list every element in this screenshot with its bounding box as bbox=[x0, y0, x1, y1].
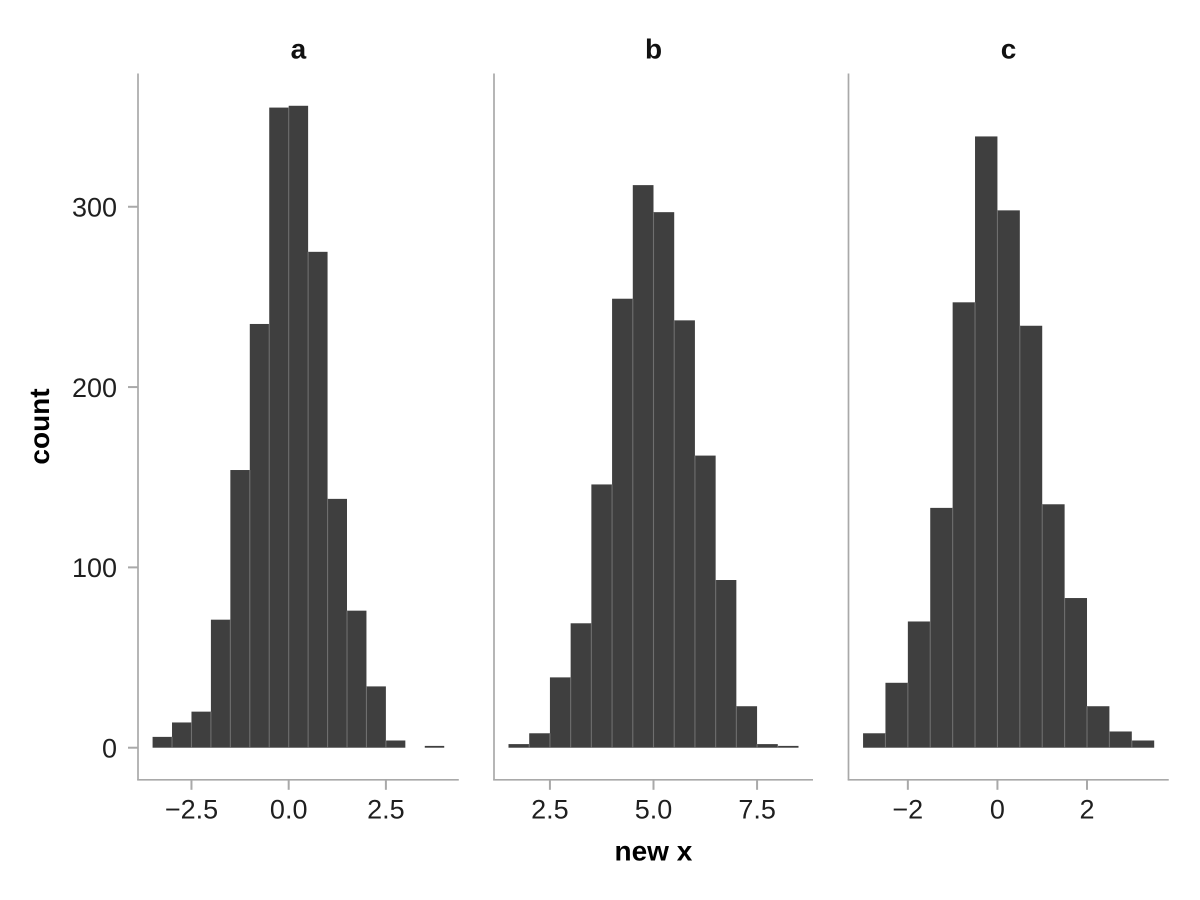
histogram-bar bbox=[1064, 598, 1088, 748]
facet-panel-c: −2 0 2 c bbox=[847, 34, 1169, 825]
histogram-bar bbox=[191, 711, 211, 748]
histogram-bar bbox=[385, 740, 406, 748]
histogram-bar bbox=[570, 623, 592, 748]
y-tick-label: 200 bbox=[72, 373, 117, 403]
x-tick-label: 0 bbox=[990, 795, 1005, 825]
histogram-bar bbox=[757, 744, 778, 748]
x-tick-label: 7.5 bbox=[738, 795, 776, 825]
histogram-bar bbox=[694, 455, 716, 748]
histogram-bar bbox=[997, 210, 1020, 748]
histogram-bar bbox=[1131, 740, 1155, 748]
histogram-bar bbox=[269, 107, 289, 748]
x-axis-title: new x bbox=[614, 836, 692, 867]
facet-strip-label: c bbox=[1001, 34, 1017, 65]
histogram-bar bbox=[777, 745, 799, 748]
histogram-bar bbox=[863, 733, 886, 748]
histogram-bar bbox=[288, 105, 309, 748]
histogram-bar bbox=[952, 302, 976, 748]
facet-strip-label: b bbox=[645, 34, 662, 65]
y-tick-label: 300 bbox=[72, 193, 117, 223]
histogram-bar bbox=[230, 470, 250, 748]
facet-panel-b: 2.5 5.0 7.5 b bbox=[493, 34, 813, 825]
histogram-bar bbox=[424, 745, 445, 748]
histogram-bar bbox=[907, 621, 931, 748]
histogram-bar bbox=[674, 320, 695, 748]
histogram-bar bbox=[508, 744, 530, 748]
histogram-bar bbox=[1109, 731, 1132, 748]
facet-panels: −2.5 0.0 2.5 0 100 200 300 a 2.5 5.0 7.5 b −2 0 2 c bbox=[72, 34, 1169, 825]
y-tick-label: 100 bbox=[72, 553, 117, 583]
histogram-bar bbox=[715, 580, 737, 748]
histogram-bar bbox=[591, 484, 613, 748]
histogram-bar bbox=[736, 706, 758, 748]
histogram-bar bbox=[172, 722, 192, 748]
histogram-bar bbox=[327, 498, 347, 748]
x-tick-label: 2.5 bbox=[367, 795, 405, 825]
histogram-bar bbox=[612, 298, 633, 748]
histogram-bar bbox=[1087, 706, 1110, 748]
x-tick-label: 2 bbox=[1079, 795, 1094, 825]
histogram-bar bbox=[529, 733, 550, 748]
histogram-bar bbox=[930, 507, 953, 748]
histogram-bar bbox=[347, 610, 367, 748]
histogram-bar bbox=[366, 686, 386, 748]
y-tick-label: 0 bbox=[102, 733, 117, 763]
histogram-bar bbox=[210, 619, 231, 748]
histogram-bar bbox=[632, 185, 654, 748]
x-tick-label: −2 bbox=[892, 795, 923, 825]
histogram-bar bbox=[975, 136, 998, 748]
histogram-bar bbox=[152, 736, 173, 748]
histogram-bar bbox=[885, 682, 908, 748]
x-tick-label: 2.5 bbox=[531, 795, 569, 825]
histogram-bar bbox=[308, 251, 328, 748]
histogram-bar bbox=[249, 323, 270, 748]
histogram-bar bbox=[653, 212, 675, 748]
facet-panel-a: −2.5 0.0 2.5 0 100 200 300 a bbox=[72, 34, 459, 825]
histogram-bar bbox=[549, 677, 571, 748]
y-axis-title: count bbox=[24, 388, 55, 464]
x-tick-label: 0.0 bbox=[270, 795, 308, 825]
facet-strip-label: a bbox=[291, 34, 307, 65]
x-tick-label: 5.0 bbox=[635, 795, 673, 825]
histogram-bar bbox=[1019, 325, 1043, 748]
x-tick-label: −2.5 bbox=[165, 795, 218, 825]
histogram-bar bbox=[1042, 504, 1065, 748]
